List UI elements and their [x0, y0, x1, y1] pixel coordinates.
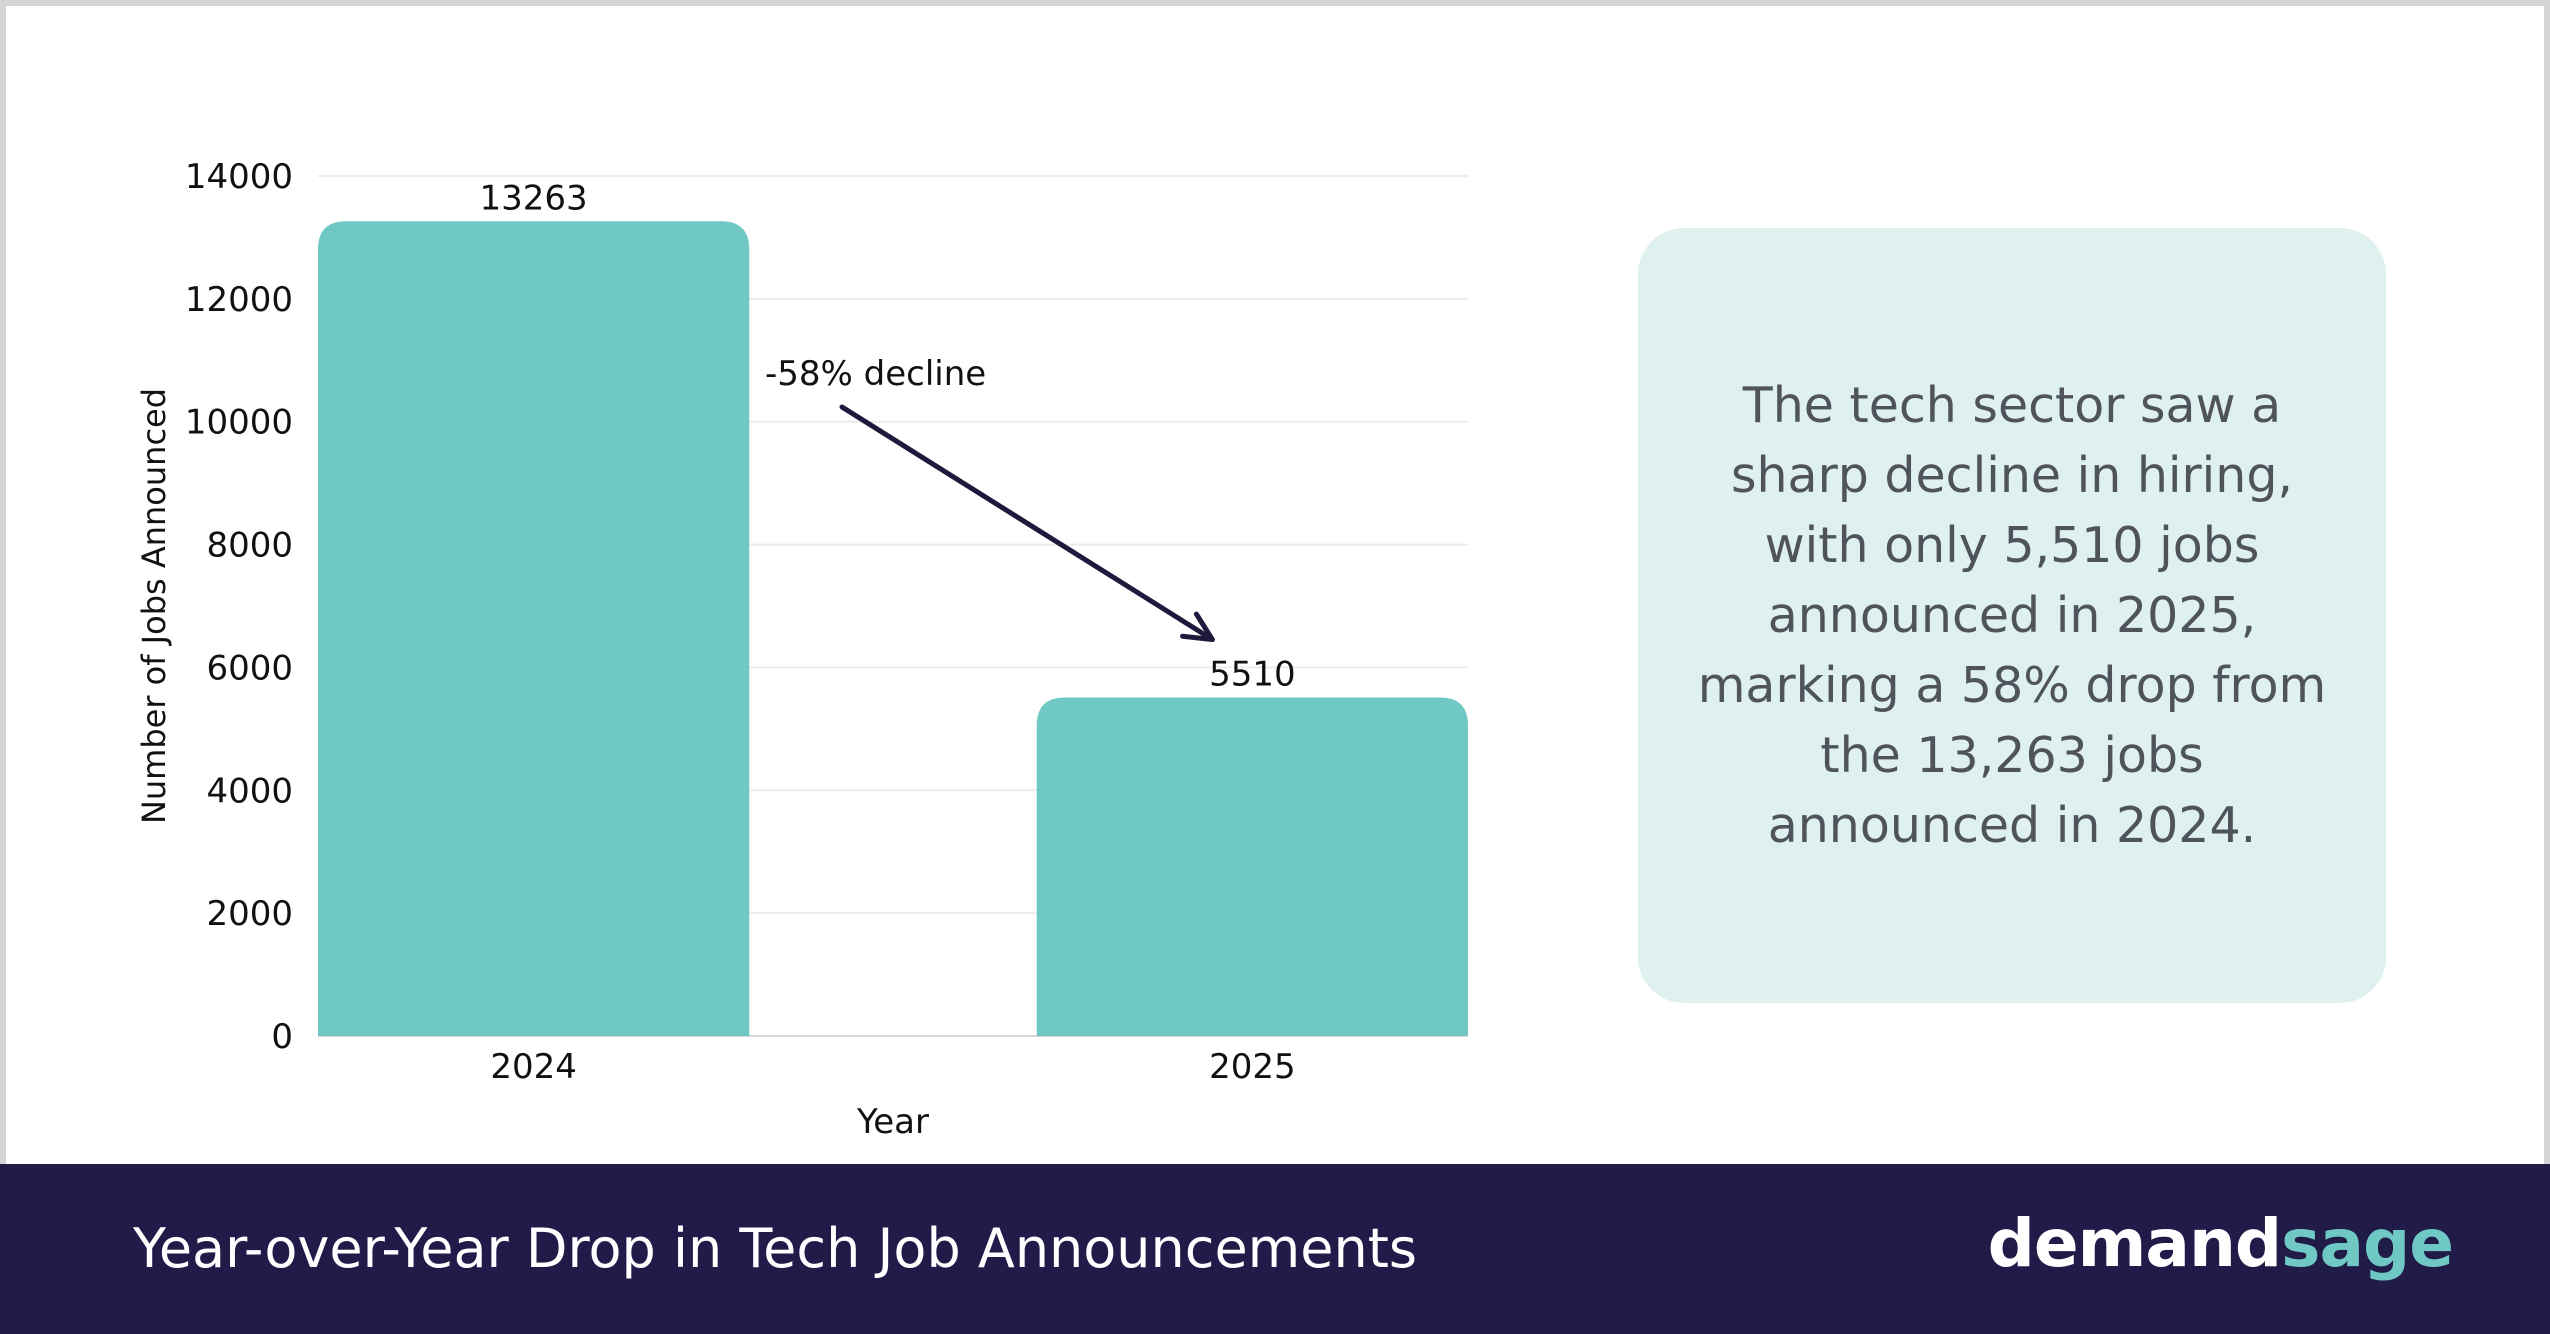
info-card-text: The tech sector saw a sharp decline in hi…	[1698, 371, 2327, 861]
bars	[318, 221, 1468, 1037]
info-card-line: marking a 58% drop from	[1697, 656, 2327, 714]
info-card-line: sharp decline in hiring,	[1730, 446, 2294, 504]
x-tick-label: 2024	[490, 1047, 577, 1087]
y-tick-label: 8000	[206, 526, 293, 566]
brand-logo-part-2: sage	[2281, 1205, 2454, 1282]
brand-logo: demandsage	[1987, 1164, 2454, 1334]
y-tick-label: 6000	[206, 648, 293, 688]
y-tick-label: 2000	[206, 894, 293, 934]
x-axis-title: Year	[856, 1102, 929, 1142]
bar-chart: 0 2000 4000 6000 8000 10000 12000 14000 13263 202…	[135, 157, 1468, 1142]
y-tick-label: 4000	[206, 771, 293, 811]
y-axis-title: Number of Jobs Announced	[135, 388, 173, 824]
y-tick-label: 12000	[185, 280, 293, 320]
info-card-line: The tech sector saw a	[1742, 376, 2282, 434]
bar-2024	[318, 221, 750, 1037]
labels: 0 2000 4000 6000 8000 10000 12000 14000 13263 202…	[135, 157, 1296, 1142]
data-label: 5510	[1209, 655, 1296, 695]
decline-annotation: -58% decline	[765, 354, 986, 394]
info-card-line: announced in 2025,	[1767, 586, 2257, 644]
data-label: 13263	[480, 178, 588, 218]
info-card-line: with only 5,510 jobs	[1764, 516, 2260, 574]
info-card-line: the 13,263 jobs	[1820, 726, 2204, 784]
brand-logo-part-1: demand	[1987, 1205, 2283, 1282]
decline-arrow-shaft	[839, 404, 1215, 643]
footer-banner: Year-over-Year Drop in Tech Job Announce…	[0, 1164, 2550, 1334]
bar-2025	[1036, 697, 1468, 1036]
y-tick-label: 0	[271, 1017, 293, 1057]
y-tick-label: 10000	[185, 403, 293, 443]
x-tick-label: 2025	[1209, 1047, 1296, 1087]
info-card: The tech sector saw a sharp decline in hi…	[1638, 228, 2386, 1003]
decline-arrow-head	[1180, 611, 1215, 643]
info-card-line: announced in 2024.	[1767, 796, 2257, 854]
footer-title: Year-over-Year Drop in Tech Job Announce…	[133, 1217, 1418, 1280]
y-tick-label: 14000	[185, 157, 293, 197]
annotation: -58% decline	[765, 354, 1215, 643]
